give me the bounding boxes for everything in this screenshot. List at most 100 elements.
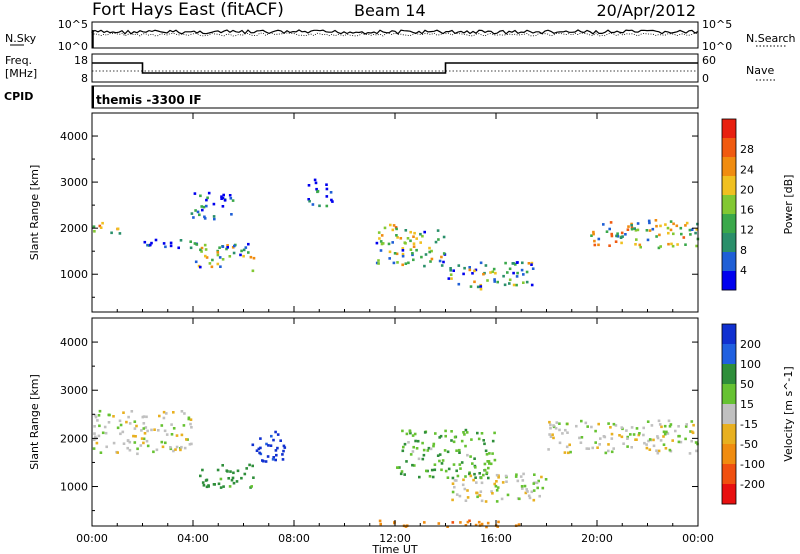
panel-velocity-echo-cell xyxy=(188,443,192,446)
panel-velocity-echo-cell xyxy=(479,490,483,493)
panel-velocity-echo-cell xyxy=(121,430,125,434)
panel-velocity-echo-cell xyxy=(281,458,285,461)
panel-velocity-echo-cell xyxy=(127,415,130,419)
panel-power-ylabel: Slant Range [km] xyxy=(28,165,41,261)
panel-velocity-echo-cell xyxy=(119,423,123,427)
xtick-label: 04:00 xyxy=(177,532,209,545)
panel-power-echo-cell xyxy=(624,233,627,236)
panel-velocity-background xyxy=(92,318,698,526)
panel-power-echo-cell xyxy=(479,261,483,265)
panel-velocity-echo-cell xyxy=(517,523,521,526)
panel-power-echo-cell xyxy=(615,234,618,238)
panel-power-echo-cell xyxy=(404,262,408,265)
panel-velocity-echo-cell xyxy=(412,445,415,449)
panel-power-echo-cell xyxy=(204,254,207,258)
panel-power-echo-cell xyxy=(479,285,483,288)
panel-power-echo-cell xyxy=(634,229,638,232)
panel-velocity-colorbar-segment xyxy=(722,424,736,445)
panel-velocity-colorbar-segment xyxy=(722,444,736,465)
panel-velocity-echo-cell xyxy=(694,441,698,444)
panel-velocity-echo-cell xyxy=(626,445,629,448)
panel-power-echo-cell xyxy=(380,234,384,237)
panel-power-echo-cell xyxy=(429,260,432,263)
panel-velocity-echo-cell xyxy=(535,481,539,485)
panel-velocity-echo-cell xyxy=(610,437,614,440)
panel-velocity-echo-cell xyxy=(620,426,624,429)
panel-power-echo-cell xyxy=(493,278,496,281)
panel-velocity-echo-cell xyxy=(594,441,597,444)
panel-power-echo-cell xyxy=(531,267,535,270)
panel-velocity-echo-cell xyxy=(180,433,184,437)
panel-power-echo-cell xyxy=(592,230,595,234)
panel-power-echo-cell xyxy=(419,232,422,236)
panel-velocity-echo-cell xyxy=(172,427,176,430)
panel-velocity-colorbar-tick: 100 xyxy=(740,358,761,371)
cpid-program: themis -3300 IF xyxy=(96,93,202,107)
panel-power-echo-cell xyxy=(200,246,204,250)
panel-velocity-echo-cell xyxy=(494,484,498,488)
xtick-label: 08:00 xyxy=(278,532,310,545)
panel-velocity-echo-cell xyxy=(133,441,137,444)
panel-velocity-echo-cell xyxy=(93,413,97,417)
panel-velocity-echo-cell xyxy=(645,446,649,450)
panel-power-colorbar-tick: 12 xyxy=(740,224,754,237)
panel-power-echo-cell xyxy=(395,234,398,237)
panel-velocity-echo-cell xyxy=(145,415,148,419)
panel-velocity-echo-cell xyxy=(270,434,273,438)
panel-velocity-echo-cell xyxy=(217,482,221,486)
panel-velocity-echo-cell xyxy=(607,422,610,425)
panel-power-echo-cell xyxy=(316,189,320,193)
panel-power-echo-cell xyxy=(207,191,211,195)
panel-velocity-echo-cell xyxy=(474,523,478,527)
panel-velocity-echo-cell xyxy=(645,443,648,446)
panel-velocity-echo-cell xyxy=(170,433,174,436)
panel-velocity-echo-cell xyxy=(610,432,614,436)
panel-power-echo-cell xyxy=(630,227,634,231)
panel-power-echo-cell xyxy=(169,241,173,245)
panel-velocity-colorbar-tick: 15 xyxy=(740,398,754,411)
panel-velocity-echo-cell xyxy=(421,441,424,445)
panel-velocity-echo-cell xyxy=(468,472,471,476)
panel-velocity-echo-cell xyxy=(248,463,251,467)
panel-velocity-echo-cell xyxy=(632,433,636,436)
panel-velocity-echo-cell xyxy=(468,519,471,523)
panel-velocity-echo-cell xyxy=(523,484,527,488)
panel-velocity-echo-cell xyxy=(205,478,209,482)
panel-power-echo-cell xyxy=(645,229,649,232)
panel-velocity-echo-cell xyxy=(493,458,497,462)
panel-power-echo-cell xyxy=(162,242,166,245)
beam-title: Beam 14 xyxy=(354,1,426,20)
panel-velocity-echo-cell xyxy=(122,411,125,414)
panel-power-echo-cell xyxy=(325,187,329,191)
panel-power-echo-cell xyxy=(412,235,415,238)
panel-power-echo-cell xyxy=(655,235,658,238)
panel-power-echo-cell xyxy=(381,242,385,245)
panel-velocity-echo-cell xyxy=(403,473,406,476)
panel-power-echo-cell xyxy=(387,242,391,246)
panel-velocity-echo-cell xyxy=(264,460,268,463)
panel-velocity-echo-cell xyxy=(463,433,466,436)
panel-velocity-echo-cell xyxy=(536,486,539,490)
panel-power-echo-cell xyxy=(423,230,426,234)
panel-velocity-echo-cell xyxy=(642,426,645,430)
panel-velocity-echo-cell xyxy=(603,435,607,439)
panel-power-echo-cell xyxy=(515,261,519,264)
panel-power-echo-cell xyxy=(694,231,697,235)
panel-velocity-echo-cell xyxy=(495,500,499,503)
panel-velocity-echo-cell xyxy=(119,432,122,436)
panel-power-echo-cell xyxy=(401,252,405,256)
panel-power-echo-cell xyxy=(221,205,225,208)
panel-velocity-echo-cell xyxy=(421,457,425,461)
panel-velocity-echo-cell xyxy=(142,427,146,430)
panel-velocity-echo-cell xyxy=(677,425,680,428)
noise-sky-trace xyxy=(91,29,699,35)
panel-velocity-echo-cell xyxy=(514,475,518,478)
panel-velocity-echo-cell xyxy=(637,433,641,437)
panel-power-echo-cell xyxy=(530,283,534,287)
panel-power-echo-cell xyxy=(116,227,120,231)
panel-velocity-echo-cell xyxy=(142,437,146,441)
panel-velocity-echo-cell xyxy=(656,435,659,438)
panel-power-echo-band xyxy=(590,219,700,250)
panel-power-echo-cell xyxy=(204,248,208,251)
panel-power-echo-cell xyxy=(206,196,209,200)
